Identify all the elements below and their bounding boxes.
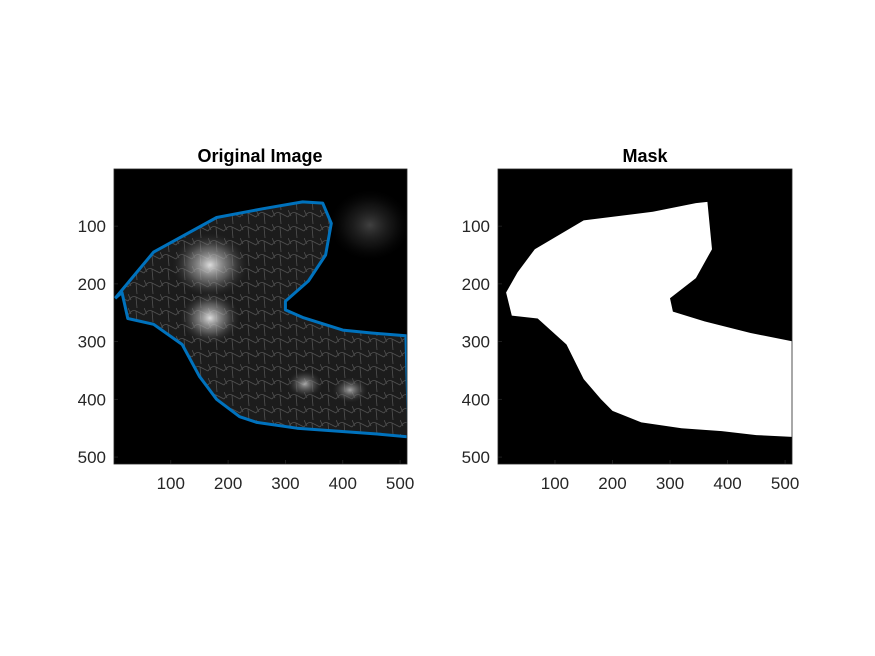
y-tick-label: 500 [462,448,490,467]
title-mask: Mask [622,146,668,166]
subplot-original: Original Image 100 200 300 400 500 100 200 300 4… [78,146,415,493]
y-tick-label: 300 [78,333,106,352]
x-tick-label: 100 [157,474,185,493]
y-tick-label: 200 [78,275,106,294]
y-tick-label: 400 [462,390,490,409]
x-tick-label: 400 [713,474,741,493]
dim-region [330,190,410,260]
y-tick-label: 100 [462,217,490,236]
subplot-mask: Mask 100 200 300 400 500 100 200 300 400 500 [462,146,800,493]
x-tick-label: 300 [271,474,299,493]
x-tick-label: 500 [386,474,414,493]
x-tick-label: 300 [656,474,684,493]
bright-cluster-1 [172,233,248,297]
y-tick-label: 100 [78,217,106,236]
bright-cluster-2 [180,292,240,344]
y-tick-label: 200 [462,275,490,294]
y-tick-label: 400 [78,390,106,409]
x-tick-label: 200 [214,474,242,493]
y-tick-label: 300 [462,333,490,352]
x-tick-label: 100 [541,474,569,493]
bright-cluster-3 [287,370,323,398]
y-tick-label: 500 [78,448,106,467]
bright-cluster-4 [332,377,368,403]
x-tick-label: 400 [329,474,357,493]
x-tick-label: 500 [771,474,799,493]
x-tick-label: 200 [598,474,626,493]
title-original: Original Image [197,146,322,166]
